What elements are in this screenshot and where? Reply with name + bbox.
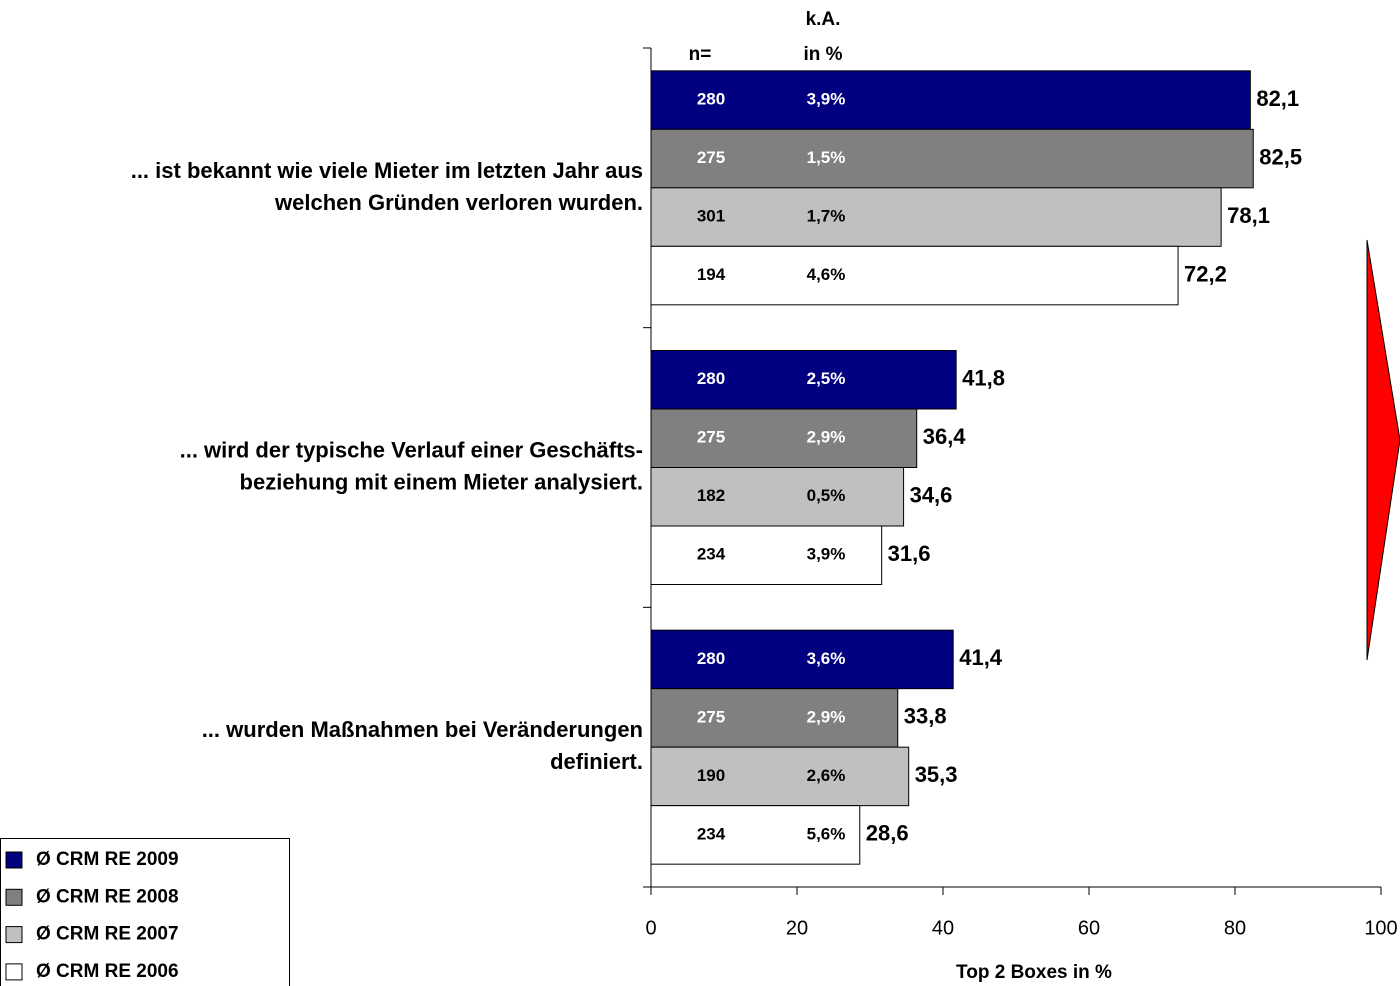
n-label: 280 bbox=[697, 649, 725, 668]
category-label: ... wird der typische Verlauf einer Gesc… bbox=[180, 437, 643, 494]
n-label: 275 bbox=[697, 428, 725, 447]
legend bbox=[0, 838, 290, 986]
data-label: 33,8 bbox=[904, 704, 947, 729]
legend-label: Ø CRM RE 2007 bbox=[36, 924, 179, 945]
bar bbox=[650, 70, 1251, 130]
ka-header: in % bbox=[803, 44, 842, 65]
n-header: n= bbox=[689, 44, 712, 65]
category-label: ... wurden Maßnahmen bei Veränderungen de… bbox=[202, 717, 643, 774]
bar bbox=[650, 805, 861, 865]
data-label: 82,1 bbox=[1256, 86, 1299, 111]
arrow bbox=[1366, 239, 1400, 661]
n-label: 234 bbox=[697, 545, 726, 564]
data-label: 31,6 bbox=[888, 541, 931, 566]
legend-swatch bbox=[5, 851, 23, 869]
x-tick-label: 100 bbox=[1364, 917, 1397, 939]
data-label: 41,8 bbox=[962, 366, 1005, 391]
bar bbox=[650, 128, 1254, 189]
x-tick-label: 20 bbox=[786, 917, 808, 939]
bar bbox=[650, 245, 1179, 306]
n-label: 275 bbox=[697, 148, 725, 167]
ka-label: 2,9% bbox=[807, 428, 846, 447]
n-label: 280 bbox=[697, 90, 725, 109]
x-axis-label: Top 2 Boxes in % bbox=[956, 962, 1112, 983]
ka-label: 3,6% bbox=[807, 649, 846, 668]
data-label: 41,4 bbox=[959, 645, 1003, 670]
bar bbox=[650, 408, 918, 468]
n-label: 280 bbox=[697, 369, 725, 388]
data-label: 28,6 bbox=[866, 821, 909, 846]
data-label: 36,4 bbox=[923, 424, 967, 449]
data-label: 78,1 bbox=[1227, 203, 1270, 228]
data-label: 82,5 bbox=[1259, 144, 1302, 169]
legend-label: Ø CRM RE 2008 bbox=[36, 886, 179, 907]
ka-label: 0,5% bbox=[807, 486, 846, 505]
x-tick-label: 60 bbox=[1078, 917, 1100, 939]
ka-label: 2,9% bbox=[807, 707, 846, 726]
ka-label: 4,6% bbox=[807, 265, 846, 284]
x-tick-label: 80 bbox=[1224, 917, 1246, 939]
legend-swatch bbox=[5, 888, 23, 906]
n-label: 190 bbox=[697, 766, 725, 785]
ka-label: 1,7% bbox=[807, 207, 846, 226]
ka-label: 5,6% bbox=[807, 824, 846, 843]
n-label: 194 bbox=[697, 265, 726, 284]
ka-header: k.A. bbox=[806, 9, 841, 30]
data-label: 34,6 bbox=[910, 483, 953, 508]
ka-label: 3,9% bbox=[807, 545, 846, 564]
bar bbox=[650, 467, 905, 527]
ka-label: 1,5% bbox=[807, 148, 846, 167]
bar bbox=[650, 525, 883, 585]
x-tick-label: 40 bbox=[932, 917, 954, 939]
n-label: 301 bbox=[697, 207, 725, 226]
legend-label: Ø CRM RE 2006 bbox=[36, 961, 179, 982]
data-label: 72,2 bbox=[1184, 261, 1227, 286]
data-label: 35,3 bbox=[915, 762, 958, 787]
n-label: 182 bbox=[697, 486, 725, 505]
legend-swatch bbox=[5, 963, 23, 981]
bar bbox=[650, 350, 957, 410]
bar bbox=[650, 688, 899, 748]
x-tick-label: 0 bbox=[645, 917, 656, 939]
legend-swatch bbox=[5, 926, 23, 944]
ka-label: 3,9% bbox=[807, 90, 846, 109]
bar bbox=[650, 746, 910, 807]
ka-label: 2,6% bbox=[807, 766, 846, 785]
n-label: 275 bbox=[697, 707, 725, 726]
legend-label: Ø CRM RE 2009 bbox=[36, 849, 179, 870]
n-label: 234 bbox=[697, 824, 726, 843]
ka-label: 2,5% bbox=[807, 369, 846, 388]
category-label: ... ist bekannt wie viele Mieter im letz… bbox=[131, 158, 643, 215]
bar bbox=[650, 187, 1222, 247]
